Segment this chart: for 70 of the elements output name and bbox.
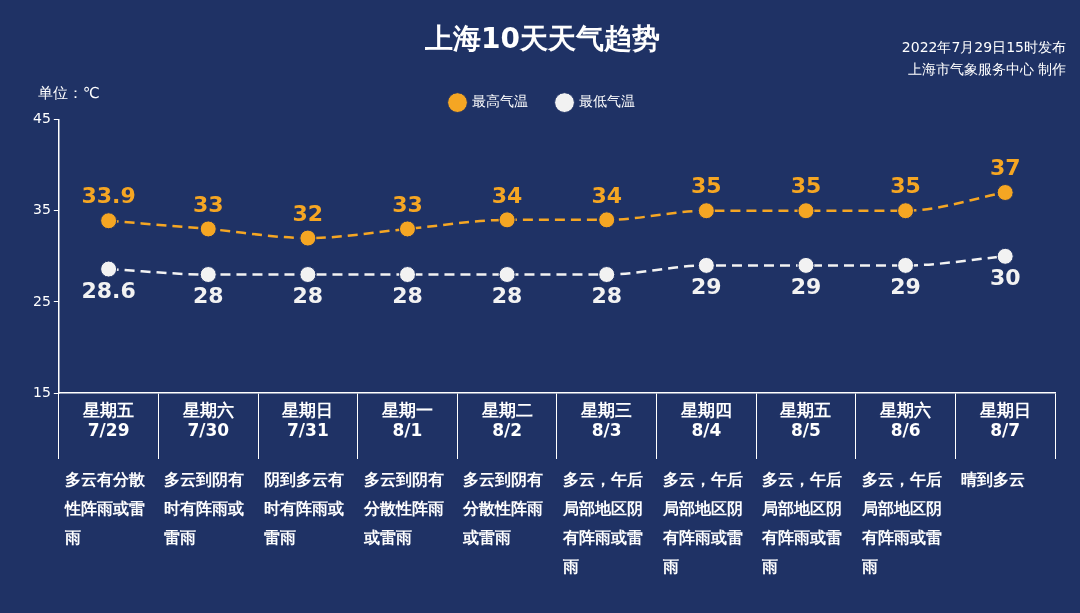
text: 多云到阴有时有阵雨或雷雨	[164, 469, 246, 549]
point	[797, 202, 815, 220]
chart-title: 上海10天天气趋势	[424, 22, 660, 56]
legend-label: 最低气温	[578, 93, 635, 110]
text: 多云到阴有分散性阵雨或雷雨	[363, 469, 445, 549]
data-label: 37	[989, 155, 1021, 181]
point	[897, 256, 915, 274]
point	[996, 184, 1014, 202]
data-label: 34	[591, 182, 623, 208]
point	[697, 256, 715, 274]
data-label: 29	[790, 274, 822, 300]
text: 2022年7月29日15时发布	[901, 38, 1066, 57]
data-label: 33.9	[81, 183, 136, 209]
text: 阴到多云有时有阵雨或雷雨	[264, 469, 346, 549]
data-label: 35	[691, 173, 722, 199]
text: 多云，午后局部地区阴有阵雨或雷雨	[762, 469, 844, 578]
data-label: 28	[591, 283, 623, 309]
data-label: 34	[491, 182, 523, 208]
data-label: 28	[392, 283, 423, 309]
y-axis-title: 单位：℃	[38, 84, 100, 103]
point	[697, 202, 715, 220]
y-tick-label: 25	[32, 292, 51, 309]
point	[199, 266, 217, 284]
text: 晴到多云	[961, 469, 1027, 491]
point	[299, 266, 317, 284]
data-label: 35	[790, 173, 822, 199]
point	[299, 229, 317, 247]
point	[199, 220, 217, 238]
point	[100, 260, 118, 278]
point	[996, 247, 1014, 265]
x-tick-label: 星期日 7/31	[281, 399, 334, 441]
legend-label: 最高气温	[471, 93, 528, 110]
text: 多云有分散性阵雨或雷雨	[64, 469, 146, 549]
data-label: 29	[890, 274, 921, 300]
text: 多云，午后局部地区阴有阵雨或雷雨	[562, 469, 644, 578]
point	[498, 266, 516, 284]
text: 多云，午后局部地区阴有阵雨或雷雨	[861, 469, 943, 578]
point	[797, 256, 815, 274]
data-label: 33	[392, 191, 423, 217]
point	[498, 211, 516, 229]
data-label: 29	[691, 274, 722, 300]
point	[398, 266, 416, 284]
y-tick-label: 35	[32, 201, 51, 218]
data-label: 33	[192, 191, 224, 217]
y-tick-label: 15	[32, 383, 51, 400]
x-tick-label: 星期五 7/29	[82, 399, 135, 441]
y-tick-label: 45	[32, 110, 51, 127]
point	[100, 212, 118, 230]
x-tick-label: 星期四 8/4	[679, 399, 732, 441]
data-label: 30	[989, 265, 1021, 291]
data-label: 28	[192, 283, 224, 309]
text: 多云到阴有分散性阵雨或雷雨	[463, 469, 545, 549]
point	[598, 266, 616, 284]
x-tick-label: 星期五 8/5	[779, 399, 832, 441]
x-tick-label: 星期三 8/3	[580, 399, 633, 441]
data-label: 28.6	[81, 277, 136, 303]
data-label: 32	[292, 200, 324, 226]
x-tick-label: 星期一 8/1	[380, 399, 433, 441]
point	[598, 211, 616, 229]
data-label: 35	[890, 173, 921, 199]
data-label: 28	[292, 283, 324, 309]
text: 多云，午后局部地区阴有阵雨或雷雨	[662, 469, 744, 578]
data-label: 28	[491, 283, 523, 309]
point	[897, 202, 915, 220]
text: 上海市气象服务中心 制作	[906, 60, 1066, 79]
x-tick-label: 星期六 8/6	[879, 399, 932, 441]
x-tick-label: 星期日 8/7	[978, 399, 1031, 441]
x-tick-label: 星期六 7/30	[181, 399, 234, 441]
point	[398, 220, 416, 238]
x-tick-label: 星期二 8/2	[480, 399, 533, 441]
